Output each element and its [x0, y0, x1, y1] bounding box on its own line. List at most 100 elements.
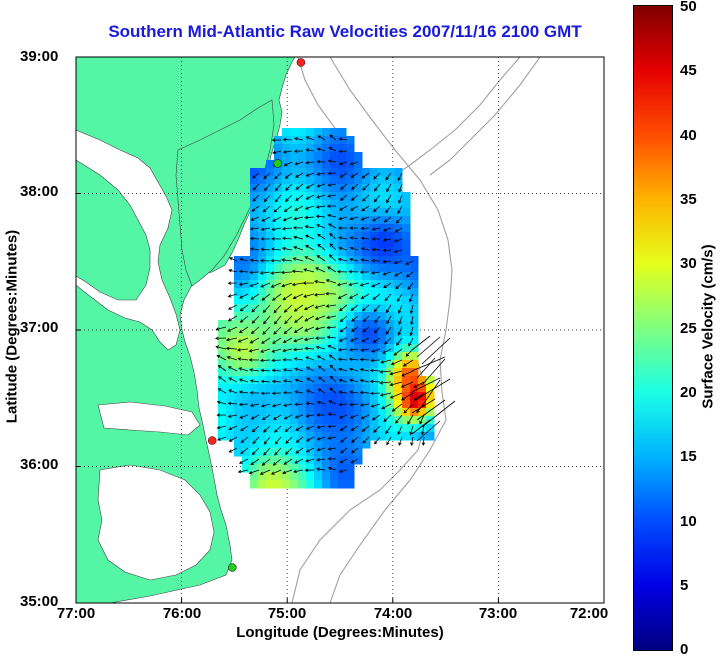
- velocity-cell: [242, 448, 251, 457]
- velocity-arrow: [409, 304, 414, 315]
- velocity-cell: [250, 200, 259, 209]
- velocity-cell: [306, 328, 315, 337]
- velocity-cell: [354, 368, 363, 377]
- velocity-arrow: [316, 400, 326, 405]
- colorbar-tick-label: 35: [680, 191, 697, 208]
- velocity-cell: [218, 328, 227, 337]
- velocity-cell: [322, 344, 331, 353]
- velocity-arrow: [225, 346, 238, 351]
- velocity-cell: [338, 192, 347, 201]
- velocity-cell: [354, 216, 363, 225]
- velocity-cell: [346, 232, 355, 241]
- velocity-cell: [362, 248, 371, 257]
- velocity-cell: [306, 200, 315, 209]
- velocity-cell: [346, 328, 355, 337]
- velocity-cell: [226, 336, 235, 345]
- velocity-arrow: [326, 325, 337, 330]
- velocity-arrow: [305, 458, 315, 463]
- velocity-cell: [306, 208, 315, 217]
- velocity-cell: [266, 200, 275, 209]
- velocity-cell: [394, 280, 403, 289]
- velocity-cell: [290, 128, 299, 137]
- velocity-cell: [386, 336, 395, 345]
- pamlico-sound: [97, 464, 215, 581]
- velocity-arrow: [371, 348, 381, 353]
- velocity-cell: [354, 400, 363, 409]
- velocity-cell: [402, 256, 411, 265]
- velocity-cell: [250, 328, 259, 337]
- velocity-arrow: [385, 172, 392, 181]
- velocity-arrow: [227, 414, 238, 418]
- velocity-arrow: [340, 436, 348, 443]
- velocity-cell: [290, 440, 299, 449]
- velocity-cell: [370, 400, 379, 409]
- velocity-cell: [322, 360, 331, 369]
- velocity-cell: [298, 168, 307, 177]
- velocity-cell: [258, 408, 267, 417]
- velocity-cell: [282, 200, 291, 209]
- velocity-arrow: [249, 391, 260, 395]
- velocity-arrow: [398, 183, 403, 193]
- velocity-arrow: [359, 282, 370, 287]
- velocity-cell: [402, 392, 411, 401]
- velocity-cell: [322, 304, 331, 313]
- velocity-cell: [242, 352, 251, 361]
- velocity-cell: [242, 272, 251, 281]
- velocity-arrow: [349, 378, 359, 383]
- velocity-cell: [282, 128, 291, 137]
- velocity-arrow: [263, 447, 271, 456]
- velocity-arrow: [338, 161, 348, 166]
- velocity-cell: [410, 376, 419, 385]
- velocity-arrow: [274, 447, 282, 456]
- velocity-cell: [274, 192, 283, 201]
- velocity-cell: [250, 384, 259, 393]
- velocity-cell: [218, 392, 227, 401]
- velocity-cell: [402, 320, 411, 329]
- velocity-arrow: [328, 147, 337, 152]
- velocity-arrow: [250, 326, 260, 335]
- velocity-cell: [290, 352, 299, 361]
- velocity-cell: [266, 432, 275, 441]
- velocity-cell: [298, 200, 307, 209]
- velocity-cell: [266, 472, 275, 481]
- velocity-cell: [234, 440, 243, 449]
- velocity-cell: [290, 320, 299, 329]
- velocity-arrow: [305, 401, 315, 406]
- velocity-cell: [338, 144, 347, 153]
- velocity-arrow: [349, 390, 359, 394]
- velocity-arrow: [283, 403, 293, 407]
- velocity-cell: [370, 360, 379, 369]
- velocity-cell: [362, 312, 371, 321]
- velocity-cell: [282, 416, 291, 425]
- velocity-arrow: [350, 304, 359, 311]
- velocity-cell: [258, 200, 267, 209]
- velocity-arrow: [249, 226, 260, 231]
- velocity-cell: [378, 312, 387, 321]
- velocity-cell: [258, 416, 267, 425]
- velocity-cell: [330, 144, 339, 153]
- velocity-arrow: [360, 226, 370, 231]
- velocity-arrow: [338, 414, 348, 419]
- velocity-cell: [370, 248, 379, 257]
- velocity-arrow: [359, 368, 370, 372]
- velocity-cell: [298, 128, 307, 137]
- velocity-arrow: [316, 447, 326, 452]
- velocity-cell: [250, 360, 259, 369]
- velocity-cell: [354, 384, 363, 393]
- velocity-cell: [370, 168, 379, 177]
- velocity-arrow: [337, 257, 348, 262]
- velocity-cell: [322, 384, 331, 393]
- velocity-arrow: [305, 447, 315, 453]
- velocity-cell: [402, 344, 411, 353]
- velocity-arrow: [313, 292, 326, 297]
- velocity-arrow: [336, 282, 348, 287]
- velocity-cell: [338, 320, 347, 329]
- velocity-arrow: [370, 403, 381, 408]
- velocity-arrow: [293, 347, 304, 352]
- velocity-arrow: [261, 293, 271, 301]
- velocity-cell: [354, 352, 363, 361]
- velocity-arrow: [350, 172, 359, 178]
- velocity-cell: [290, 472, 299, 481]
- velocity-cell: [234, 336, 243, 345]
- velocity-cell: [370, 264, 379, 273]
